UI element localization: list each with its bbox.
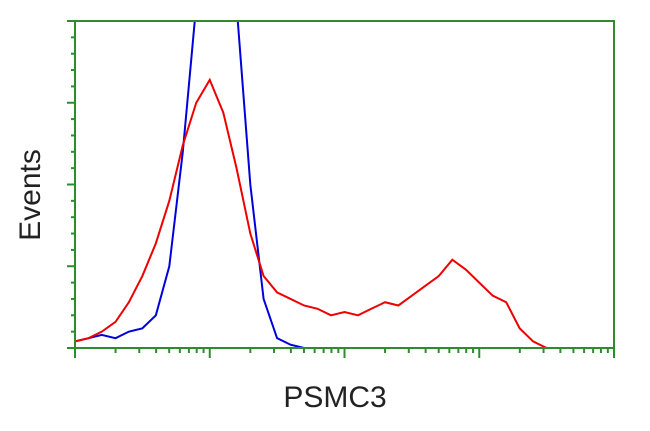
plot-area xyxy=(75,21,548,348)
plot-frame xyxy=(74,20,615,349)
histogram-line xyxy=(75,77,548,348)
y-axis-label: Events xyxy=(14,149,47,241)
x-axis-label: PSMC3 xyxy=(283,381,386,414)
histogram-line xyxy=(75,21,318,348)
